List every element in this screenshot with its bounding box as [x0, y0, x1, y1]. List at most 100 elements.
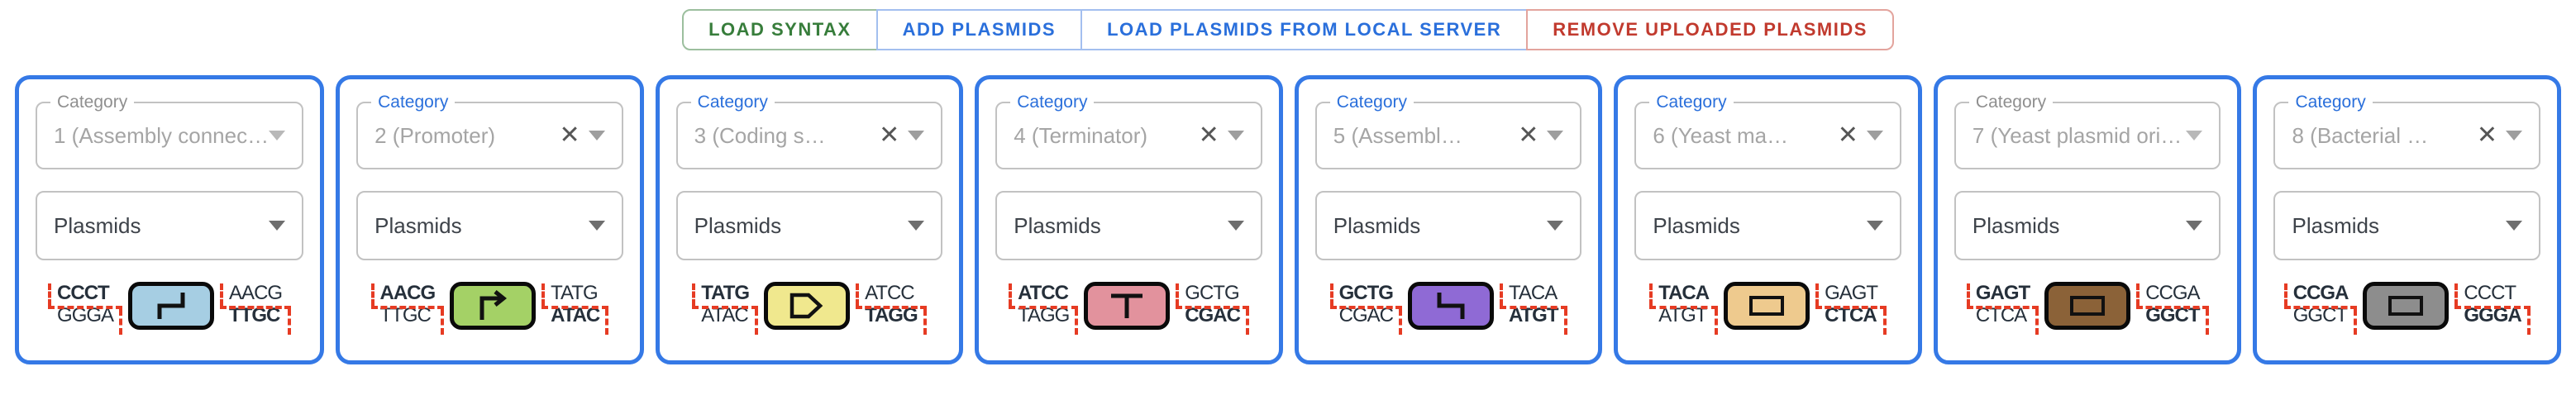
overhang-cut-mark [2035, 309, 2039, 335]
remove-uploaded-plasmids-button[interactable]: REMOVE UPLOADED PLASMIDS [1526, 9, 1894, 50]
right-overhang: AACG TTGC [220, 282, 292, 335]
category-select[interactable]: Category 2 (Promoter) ✕ [356, 93, 623, 169]
category-select-controls [2186, 131, 2203, 140]
plasmids-select-value: Plasmids [1653, 212, 1740, 238]
right-overhang-top-strand: AACG [229, 282, 283, 304]
left-overhang: CCCT GGGA [48, 282, 123, 335]
overhang-cut-mark [2136, 283, 2140, 306]
chevron-down-icon[interactable] [908, 221, 925, 231]
chevron-down-icon[interactable] [269, 131, 286, 140]
clear-category-icon[interactable]: ✕ [1837, 121, 1858, 149]
chevron-down-icon[interactable] [2186, 131, 2203, 140]
assembly-connector-up-icon [128, 282, 215, 330]
left-overhang-top-strand: ATCC [1018, 282, 1069, 304]
plasmids-select[interactable]: Plasmids [1634, 191, 1901, 260]
add-plasmids-button[interactable]: ADD PLASMIDS [875, 9, 1083, 50]
clear-category-icon[interactable]: ✕ [1198, 121, 1219, 149]
category-select-controls: ✕ [560, 123, 605, 148]
left-overhang: TATG ATAC [692, 282, 759, 335]
category-select-controls: ✕ [879, 121, 925, 149]
category-select-value: 8 (Bacterial … [2292, 122, 2429, 148]
category-select[interactable]: Category 7 (Yeast plasmid ori… [1953, 93, 2221, 169]
overhang-cut-mark [856, 306, 927, 309]
terminator-icon [1084, 282, 1171, 330]
overhang-cut-mark [1499, 283, 1503, 306]
overhang-cut-mark [370, 306, 445, 309]
category-card-6: Category 6 (Yeast ma… ✕ Plasmids TACA AT… [1614, 75, 1922, 364]
chevron-down-icon[interactable] [1547, 131, 1564, 140]
overhang-cut-mark [2354, 309, 2358, 335]
plasmids-select-value: Plasmids [2292, 212, 2379, 238]
clear-category-icon[interactable]: ✕ [2476, 121, 2498, 149]
category-select[interactable]: Category 3 (Coding s… ✕ [675, 93, 943, 169]
chevron-down-icon[interactable] [1866, 131, 1883, 140]
overhang-cut-mark [1398, 309, 1402, 335]
chevron-down-icon[interactable] [1227, 131, 1244, 140]
right-overhang-top-strand: CCGA [2145, 282, 2200, 304]
overhang-cut-mark [923, 309, 927, 335]
left-overhang-top-strand: AACG [379, 282, 436, 304]
right-overhang: TATG ATAC [541, 282, 609, 335]
plasmids-select-value: Plasmids [694, 212, 782, 238]
overhang-cut-mark [2205, 309, 2209, 335]
overhang-cut-mark [1966, 306, 2039, 309]
overhang-cut-mark [1715, 309, 1719, 335]
overhang-cut-mark [1649, 283, 1653, 306]
chevron-down-icon[interactable] [2506, 221, 2523, 231]
plasmids-select[interactable]: Plasmids [995, 191, 1262, 260]
cds-icon [764, 282, 851, 330]
left-overhang-top-strand: TACA [1658, 282, 1710, 304]
left-overhang-top-strand: GAGT [1975, 282, 2030, 304]
category-card-1: Category 1 (Assembly connec… Plasmids CC… [15, 75, 325, 364]
clear-category-icon[interactable]: ✕ [879, 121, 900, 149]
plasmids-select[interactable]: Plasmids [2273, 191, 2541, 260]
category-select[interactable]: Category 4 (Terminator) ✕ [995, 93, 1262, 169]
category-select[interactable]: Category 5 (Assembl… ✕ [1314, 93, 1582, 169]
category-select-controls: ✕ [1199, 123, 1244, 148]
overhang-cut-mark [1329, 306, 1402, 309]
category-select[interactable]: Category 8 (Bacterial … ✕ [2273, 93, 2541, 169]
chevron-down-icon[interactable] [588, 221, 605, 231]
chevron-down-icon[interactable] [1866, 221, 1883, 231]
overhang-cut-mark [1009, 306, 1079, 309]
chevron-down-icon[interactable] [1547, 221, 1564, 231]
plasmids-select[interactable]: Plasmids [36, 191, 304, 260]
left-overhang-top-strand: GCTG [1338, 282, 1394, 304]
category-select[interactable]: Category 6 (Yeast ma… ✕ [1634, 93, 1901, 169]
chevron-down-icon[interactable] [1227, 221, 1244, 231]
sequence-preview: GAGT CTCA CCGA GGCT [1954, 282, 2221, 335]
overhang-cut-mark [541, 283, 546, 306]
sequence-preview: TACA ATGT GAGT CTCA [1634, 282, 1901, 335]
load-syntax-button[interactable]: LOAD SYNTAX [682, 9, 878, 50]
yeast-ori-icon [2044, 282, 2131, 330]
left-overhang: TACA ATGT [1649, 282, 1719, 335]
plasmids-select[interactable]: Plasmids [1314, 191, 1582, 260]
chevron-down-icon[interactable] [269, 221, 286, 231]
overhang-cut-mark [605, 309, 609, 335]
plasmids-select[interactable]: Plasmids [1953, 191, 2221, 260]
chevron-down-icon[interactable] [2186, 221, 2203, 231]
overhang-cut-mark [1329, 283, 1333, 306]
overhang-cut-mark [1649, 306, 1719, 309]
chevron-down-icon[interactable] [588, 131, 605, 140]
category-select-label: Category [690, 93, 775, 112]
plasmids-select[interactable]: Plasmids [356, 191, 623, 260]
overhang-cut-mark [755, 309, 759, 335]
sequence-preview: ATCC TAGG GCTG CGAC [995, 282, 1262, 335]
overhang-cut-mark [1563, 309, 1567, 335]
category-select-controls: ✕ [1518, 121, 1564, 149]
clear-category-icon[interactable]: ✕ [1518, 121, 1539, 149]
load-plasmids-local-server-button[interactable]: LOAD PLASMIDS FROM LOCAL SERVER [1080, 9, 1529, 50]
overhang-cut-mark [48, 283, 52, 306]
category-select[interactable]: Category 1 (Assembly connec… [36, 93, 304, 169]
plasmids-select[interactable]: Plasmids [675, 191, 943, 260]
overhang-cut-mark [288, 309, 292, 335]
chevron-down-icon[interactable] [908, 131, 925, 140]
toolbar: LOAD SYNTAX ADD PLASMIDS LOAD PLASMIDS F… [0, 0, 2576, 50]
overhang-cut-mark [1815, 306, 1887, 309]
overhang-cut-mark [1499, 306, 1567, 309]
overhang-cut-mark [1176, 306, 1249, 309]
chevron-down-icon[interactable] [2506, 131, 2523, 140]
left-overhang-top-strand: CCCT [57, 282, 110, 304]
clear-category-icon[interactable]: ✕ [559, 121, 580, 149]
